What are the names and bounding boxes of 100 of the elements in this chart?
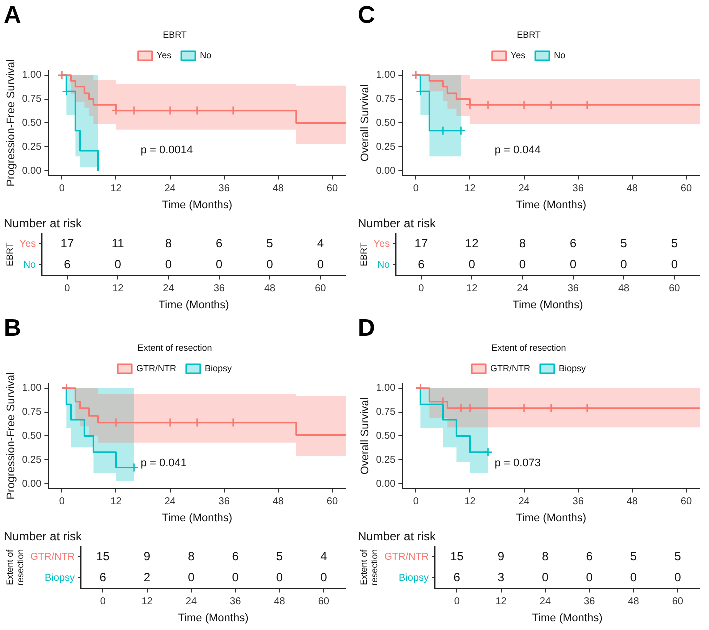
data-label: 9 bbox=[144, 549, 151, 564]
data-label: 6 bbox=[64, 258, 72, 272]
x-tick-label: 24 bbox=[517, 284, 529, 295]
y-tick-label: 0.00 bbox=[22, 478, 42, 490]
legend-label: Yes bbox=[510, 50, 526, 61]
annotation: p = 0.073 bbox=[494, 458, 542, 470]
x-tick-label: 48 bbox=[272, 496, 284, 508]
x-tick-label: 24 bbox=[164, 496, 176, 508]
x-tick-label: 12 bbox=[464, 496, 476, 508]
y-tick-label: 1.00 bbox=[22, 383, 42, 394]
x-tick-label: 24 bbox=[518, 184, 530, 195]
x-tick-label: 0 bbox=[418, 284, 425, 295]
x-tick-label: 60 bbox=[326, 184, 338, 195]
x-tick-label: 0 bbox=[64, 284, 71, 295]
x-tick-label: 24 bbox=[540, 596, 552, 608]
data-label: 0 bbox=[586, 570, 594, 585]
data-label: 5 bbox=[674, 549, 682, 564]
data-label: 5 bbox=[276, 549, 284, 564]
data-label: 2 bbox=[144, 570, 151, 585]
data-label: 4 bbox=[320, 549, 328, 564]
data-label: 8 bbox=[165, 236, 172, 250]
data-label: 12 bbox=[465, 236, 480, 250]
x-axis-title: Time (Months) bbox=[162, 199, 233, 212]
x-tick-label: 60 bbox=[669, 284, 681, 295]
chart-title: Number at risk bbox=[358, 530, 438, 544]
data-label: 0 bbox=[542, 570, 550, 585]
data-label: 17 bbox=[60, 236, 74, 250]
legend-label: Yes bbox=[156, 50, 172, 61]
legend-label: GTR/NTR bbox=[136, 364, 177, 374]
data-label: 6 bbox=[418, 258, 426, 272]
x-tick-label: 12 bbox=[466, 284, 478, 295]
data-label: 0 bbox=[266, 258, 274, 272]
y-axis-title: Progression-Free Survival bbox=[6, 60, 18, 187]
x-axis-title: Time (Months) bbox=[178, 612, 249, 624]
y-tick-label: 0.00 bbox=[376, 478, 396, 490]
y-tick-label: 0.00 bbox=[376, 166, 396, 177]
y-tick-label: 1.00 bbox=[376, 383, 396, 394]
y-tick-label: 0.50 bbox=[22, 430, 42, 442]
y-tick-label: 0.50 bbox=[376, 118, 396, 129]
x-tick-label: 24 bbox=[163, 284, 175, 295]
data-label: 0 bbox=[519, 258, 526, 272]
y-tick-label: 0.25 bbox=[22, 454, 42, 466]
x-tick-label: 0 bbox=[413, 184, 420, 195]
x-tick-label: 0 bbox=[454, 596, 460, 608]
x-tick-label: 48 bbox=[272, 184, 284, 195]
legend-label: No bbox=[554, 50, 566, 61]
x-tick-label: 36 bbox=[214, 284, 226, 295]
x-tick-label: 36 bbox=[568, 284, 580, 295]
annotation: p = 0.041 bbox=[140, 458, 188, 470]
data-label: 6 bbox=[454, 570, 461, 585]
x-tick-label: 36 bbox=[572, 184, 584, 195]
data-label: 6 bbox=[216, 236, 224, 250]
x-tick-label: 60 bbox=[315, 284, 327, 295]
data-label: 5 bbox=[671, 236, 678, 250]
data-label: 0 bbox=[630, 570, 638, 585]
x-tick-label: 0 bbox=[413, 496, 420, 508]
data-label: 0 bbox=[317, 258, 324, 272]
x-tick-label: 12 bbox=[112, 284, 124, 295]
data-label: 0 bbox=[165, 258, 172, 272]
y-tick-label: No bbox=[23, 260, 37, 271]
annotation: p = 0.0014 bbox=[140, 144, 194, 157]
legend-title: Extent of resection bbox=[492, 342, 566, 353]
x-tick-label: 48 bbox=[626, 496, 638, 508]
x-tick-label: 12 bbox=[464, 184, 476, 195]
x-tick-label: 12 bbox=[142, 596, 154, 608]
y-axis-title: Overall Survival bbox=[360, 84, 372, 162]
data-label: 15 bbox=[96, 549, 110, 564]
x-tick-label: 60 bbox=[326, 496, 338, 508]
x-tick-label: 60 bbox=[672, 596, 684, 608]
y-axis-title: Extent of resection bbox=[358, 549, 380, 586]
data-label: 3 bbox=[498, 570, 505, 585]
y-tick-label: 0.25 bbox=[376, 142, 396, 153]
data-label: 9 bbox=[498, 549, 505, 564]
x-tick-label: 12 bbox=[496, 596, 508, 608]
y-axis-title: EBRT bbox=[4, 242, 15, 267]
x-tick-label: 48 bbox=[264, 284, 276, 295]
data-label: 6 bbox=[100, 570, 107, 585]
y-tick-label: 0.75 bbox=[22, 407, 42, 418]
chart-title: Number at risk bbox=[358, 216, 438, 231]
data-label: 17 bbox=[414, 236, 428, 250]
x-tick-label: 60 bbox=[318, 596, 330, 608]
y-tick-label: 0.25 bbox=[376, 454, 396, 466]
y-tick-label: 0.75 bbox=[22, 94, 42, 106]
data-label: 0 bbox=[216, 258, 224, 272]
chart-title: B bbox=[4, 315, 22, 342]
data-label: 4 bbox=[317, 236, 324, 250]
x-tick-label: 36 bbox=[572, 496, 584, 508]
legend-label: No bbox=[200, 50, 212, 61]
x-axis-title: Time (Months) bbox=[158, 299, 230, 312]
data-label: 8 bbox=[188, 549, 196, 564]
y-tick-label: 0.50 bbox=[376, 430, 396, 442]
data-label: 6 bbox=[232, 549, 240, 564]
x-tick-label: 0 bbox=[100, 596, 106, 608]
chart-title: D bbox=[358, 315, 376, 342]
x-axis-title: Time (Months) bbox=[532, 612, 603, 624]
x-axis-title: Time (Months) bbox=[512, 299, 584, 312]
x-tick-label: 60 bbox=[680, 184, 692, 195]
data-label: 8 bbox=[542, 549, 550, 564]
data-label: 8 bbox=[519, 236, 526, 250]
x-tick-label: 48 bbox=[628, 596, 640, 608]
